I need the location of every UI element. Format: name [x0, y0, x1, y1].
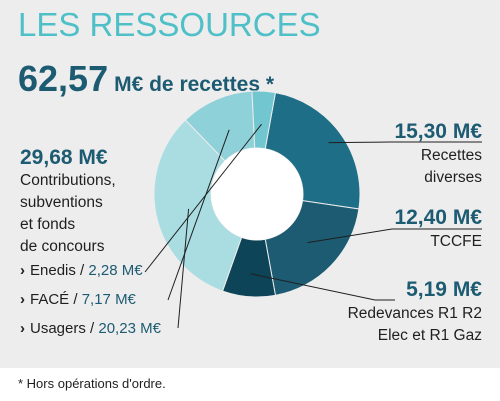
recettes-diverses-line: diverses	[424, 169, 482, 186]
contributions-line: de concours	[20, 238, 105, 255]
contributions-line: et fonds	[20, 216, 76, 233]
total-value: 62,57	[18, 58, 109, 99]
footnote: * Hors opérations d'ordre.	[18, 376, 166, 391]
sub-item-usagers: › Usagers / 20,23 M€	[20, 320, 161, 337]
total-revenue: 62,57 M€ de recettes *	[18, 58, 274, 100]
chevron-right-icon: ›	[20, 320, 25, 337]
recettes-diverses-label: Recettes diverses	[421, 145, 482, 189]
tccfe-label: TCCFE	[430, 231, 482, 253]
sub-item-label: FACÉ	[30, 291, 70, 308]
total-unit: M€ de recettes *	[114, 73, 275, 96]
leader-line-recettes-diverses	[328, 141, 482, 144]
donut-chart	[144, 90, 482, 329]
redevances-amount: 5,19 M€	[406, 278, 482, 301]
contributions-amount: 29,68 M€	[20, 146, 108, 169]
donut-slices	[153, 90, 361, 298]
redevances-label: Redevances R1 R2 Elec et R1 Gaz	[348, 303, 482, 347]
sub-item-value: 2,28 M€	[88, 262, 143, 279]
recettes-diverses-amount: 15,30 M€	[394, 120, 482, 143]
chevron-right-icon: ›	[20, 291, 25, 308]
chevron-right-icon: ›	[20, 262, 25, 279]
contributions-label: Contributions, subventions et fonds de c…	[20, 170, 116, 258]
tccfe-amount: 12,40 M€	[394, 206, 482, 229]
contributions-line: subventions	[20, 194, 103, 211]
section-title: LES RESSOURCES	[18, 6, 321, 43]
tccfe-line: TCCFE	[430, 233, 482, 250]
sub-item-label: Usagers	[30, 320, 86, 337]
leader-lines	[144, 123, 482, 329]
redevances-line: Elec et R1 Gaz	[377, 327, 482, 344]
contributions-line: Contributions,	[20, 172, 116, 189]
leader-line-enedis	[144, 123, 262, 273]
recettes-diverses-line: Recettes	[420, 147, 482, 164]
sub-item-value: 7,17 M€	[81, 291, 136, 308]
leader-line-face	[167, 129, 230, 301]
sub-item-label: Enedis	[30, 262, 76, 279]
redevances-line: Redevances R1 R2	[347, 305, 482, 322]
donut-hole	[211, 148, 303, 240]
leader-line-usagers	[177, 208, 190, 329]
sub-item-value: 20,23 M€	[98, 320, 161, 337]
leader-line-redevances	[250, 273, 395, 301]
leader-line-tccfe	[307, 228, 482, 244]
sub-item-enedis: › Enedis / 2,28 M€	[20, 262, 143, 279]
sub-item-face: › FACÉ / 7,17 M€	[20, 291, 136, 308]
